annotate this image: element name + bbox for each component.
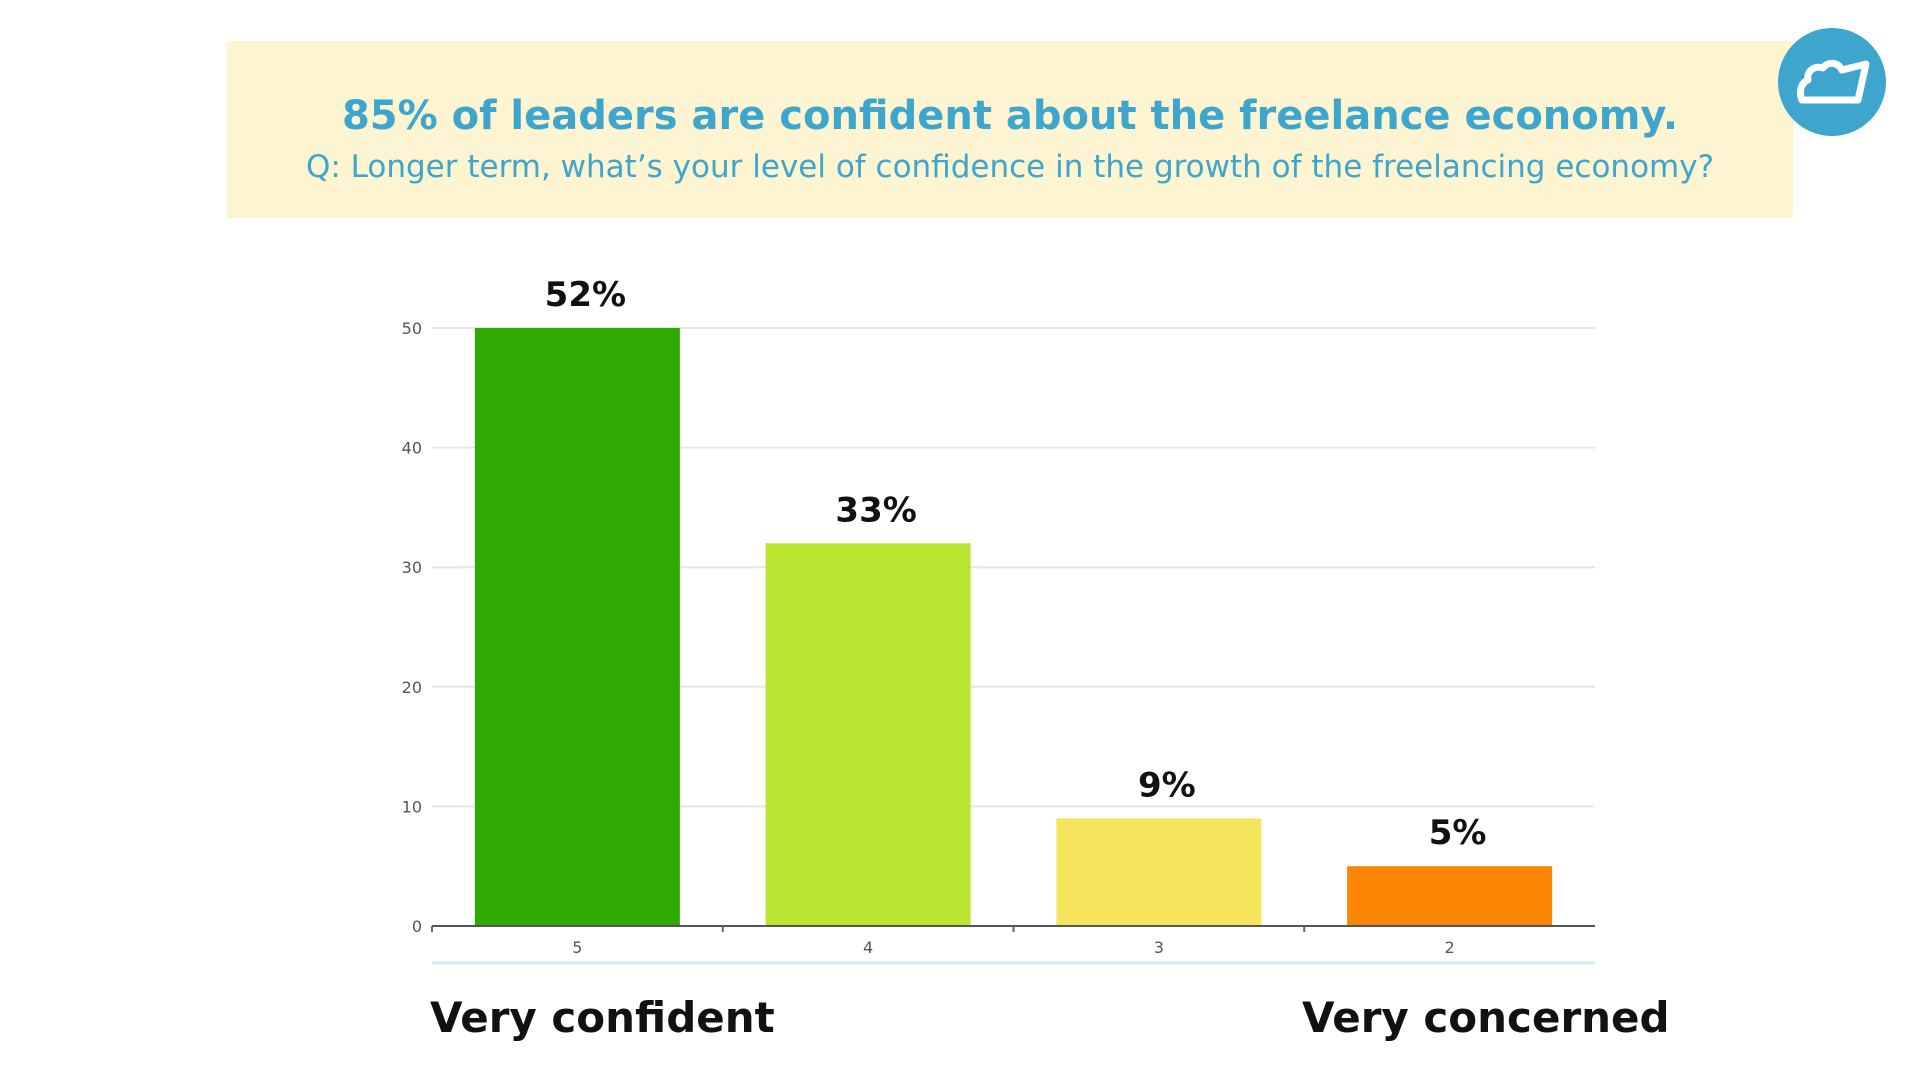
header-banner: 85% of leaders are confident about the f… [227, 41, 1793, 218]
chart-title: 85% of leaders are confident about the f… [341, 93, 1679, 139]
bar [474, 328, 680, 926]
y-tick-label: 10 [402, 797, 422, 816]
cloud-pencil-icon [1778, 28, 1886, 136]
bar [1056, 818, 1262, 926]
data-label: 5% [1429, 813, 1487, 853]
y-tick-label: 40 [402, 439, 422, 458]
scale-label-very-confident: Very confident [430, 993, 775, 1042]
y-tick-label: 50 [402, 319, 422, 338]
x-tick-label: 2 [1445, 938, 1455, 957]
y-tick-label: 0 [412, 917, 422, 936]
survey-question: Q: Longer term, what’s your level of con… [305, 149, 1715, 185]
x-tick-label: 3 [1154, 938, 1164, 957]
data-label: 52% [545, 275, 626, 315]
data-label: 9% [1138, 765, 1196, 805]
data-label: 33% [835, 490, 916, 530]
scale-label-very-concerned: Very concerned [1302, 993, 1670, 1042]
y-tick-label: 30 [402, 558, 422, 577]
x-tick-label: 5 [572, 938, 582, 957]
x-tick-label: 4 [863, 938, 873, 957]
bar [1347, 866, 1553, 926]
y-tick-label: 20 [402, 678, 422, 697]
bar [765, 543, 971, 926]
